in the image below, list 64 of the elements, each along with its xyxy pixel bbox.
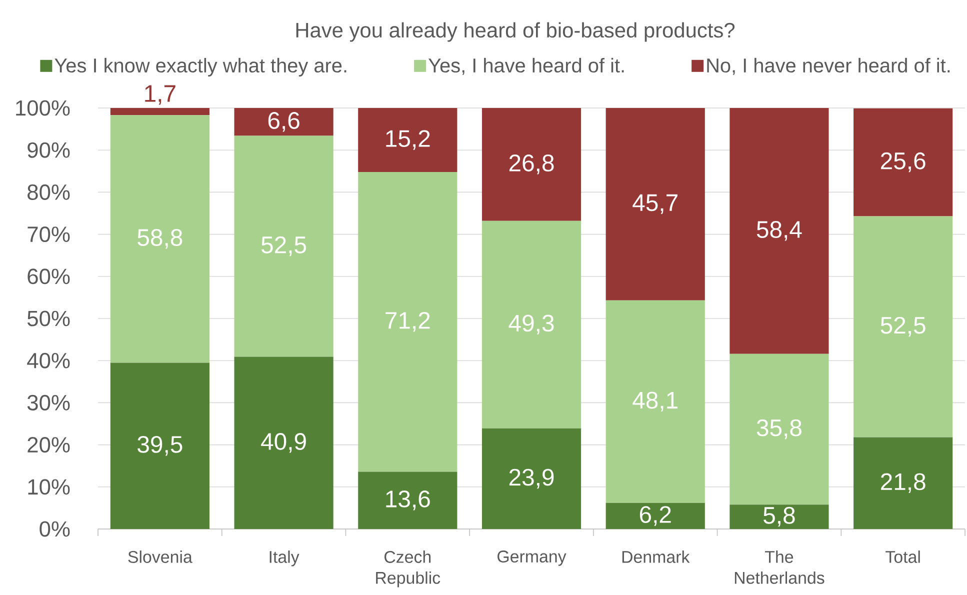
data-label: 71,2 <box>386 312 430 332</box>
data-label: 1,7 <box>145 85 176 105</box>
data-label: 5,8 <box>764 506 795 527</box>
bar <box>358 472 458 529</box>
y-tick-label: 100% <box>16 100 70 116</box>
bar <box>482 428 582 529</box>
data-label: 48,1 <box>632 392 678 412</box>
x-tick-label: Total <box>886 550 920 563</box>
bar <box>854 216 953 438</box>
bar <box>358 108 458 172</box>
data-label: 6,2 <box>640 506 671 526</box>
y-tick-label: 80% <box>28 184 70 200</box>
bar <box>730 108 829 354</box>
y-tick-label: 60% <box>28 268 70 284</box>
y-tick-label: 40% <box>27 352 70 368</box>
data-label: 13,6 <box>386 490 430 510</box>
legend-label: No, I have never heard of it. <box>707 58 950 75</box>
bar <box>482 108 582 221</box>
x-tick-label: Czech Republic <box>376 550 440 588</box>
chart-title: Have you already heard of bio-based products? <box>296 22 735 42</box>
data-label: 40,9 <box>261 433 306 453</box>
y-tick-label: 10% <box>28 479 70 495</box>
data-label: 58,8 <box>138 229 182 249</box>
x-tick-label: Slovenia <box>128 550 192 563</box>
y-tick-label: 90% <box>28 142 70 158</box>
data-label: 52,5 <box>880 316 926 337</box>
data-label: 23,9 <box>509 468 554 489</box>
bar <box>854 108 953 216</box>
x-tick-label: Denmark <box>622 550 690 563</box>
y-tick-label: 50% <box>27 310 70 326</box>
data-label: 25,6 <box>881 152 926 172</box>
bar <box>730 504 829 529</box>
data-label: 49,3 <box>508 314 554 334</box>
bar <box>234 108 334 136</box>
data-label: 21,8 <box>881 473 926 493</box>
bar <box>358 172 458 472</box>
bar <box>110 115 210 363</box>
bar <box>606 502 705 529</box>
data-label: 6,6 <box>268 112 300 132</box>
x-tick-label: The Netherlands <box>734 550 824 584</box>
data-label: 35,8 <box>756 419 802 440</box>
bar <box>234 356 334 529</box>
x-tick-label: Italy <box>270 550 300 566</box>
data-label: 58,4 <box>756 221 802 241</box>
x-tick-label: Germany <box>498 550 566 566</box>
data-label: 52,5 <box>261 236 306 256</box>
y-tick-label: 70% <box>28 226 70 242</box>
legend-label: Yes I know exactly what they are. <box>54 58 346 77</box>
data-label: 45,7 <box>632 194 678 214</box>
legend-label: Yes, I have heard of it. <box>428 58 624 75</box>
bar <box>854 437 953 529</box>
bar <box>482 220 582 428</box>
y-tick-label: 0% <box>40 521 70 537</box>
bar <box>606 108 705 300</box>
bar <box>606 300 705 503</box>
data-label: 15,2 <box>386 130 430 150</box>
data-label: 26,8 <box>509 154 554 174</box>
data-label: 39,5 <box>138 436 182 456</box>
bar <box>110 108 210 116</box>
y-tick-label: 30% <box>27 394 70 410</box>
y-tick-label: 20% <box>28 437 70 453</box>
bar <box>234 136 334 357</box>
bar <box>110 362 210 529</box>
bar <box>730 354 829 505</box>
